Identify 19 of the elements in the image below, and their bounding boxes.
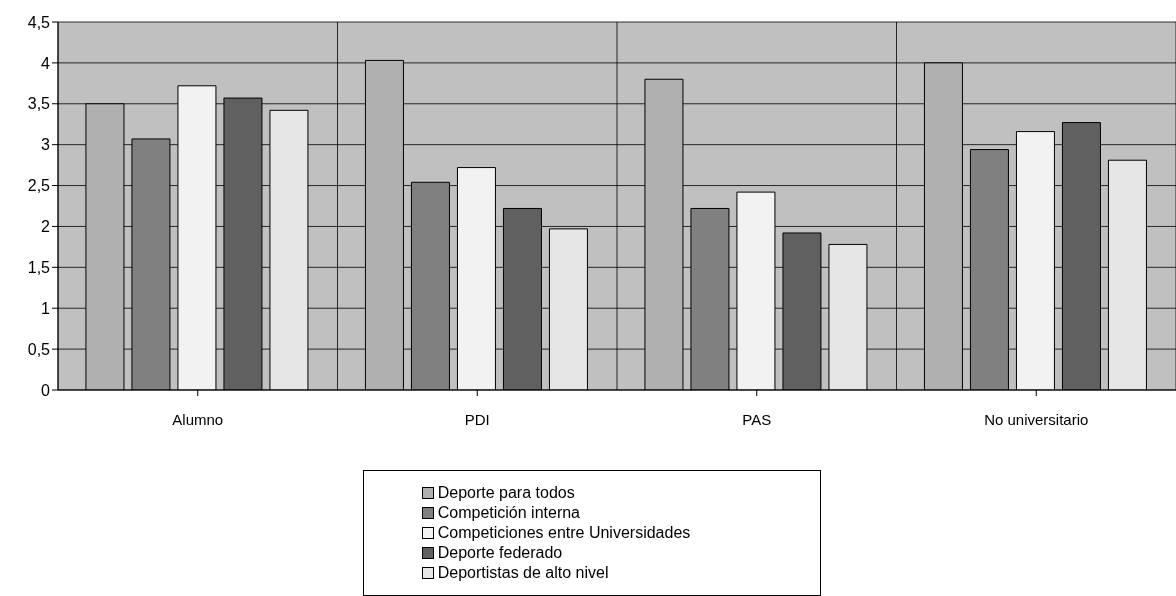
y-tick-label: 2,5	[27, 177, 51, 195]
y-tick-label: 3	[41, 136, 51, 154]
x-tick-label: PAS	[742, 410, 772, 428]
legend-label: Competiciones entre Universidades	[437, 523, 691, 543]
y-tick-label: 2	[41, 218, 51, 236]
x-tick-label: No universitario	[984, 410, 1089, 428]
y-tick-label: 4	[41, 54, 51, 72]
legend-label: Competición interna	[437, 503, 580, 523]
y-tick-label: 1	[41, 299, 51, 317]
y-tick-label: 0,5	[27, 340, 51, 358]
x-tick-label: Alumno	[172, 410, 224, 428]
legend-label: Deportistas de alto nivel	[437, 563, 609, 583]
y-tick-label: 3,5	[27, 95, 51, 113]
legend-label: Deporte para todos	[437, 483, 575, 503]
legend-label: Deporte federado	[437, 543, 563, 563]
y-tick-label: 4,5	[27, 13, 51, 31]
y-tick-label: 1,5	[27, 259, 51, 277]
x-tick-label: PDI	[464, 410, 490, 428]
y-tick-label: 0	[41, 381, 51, 399]
